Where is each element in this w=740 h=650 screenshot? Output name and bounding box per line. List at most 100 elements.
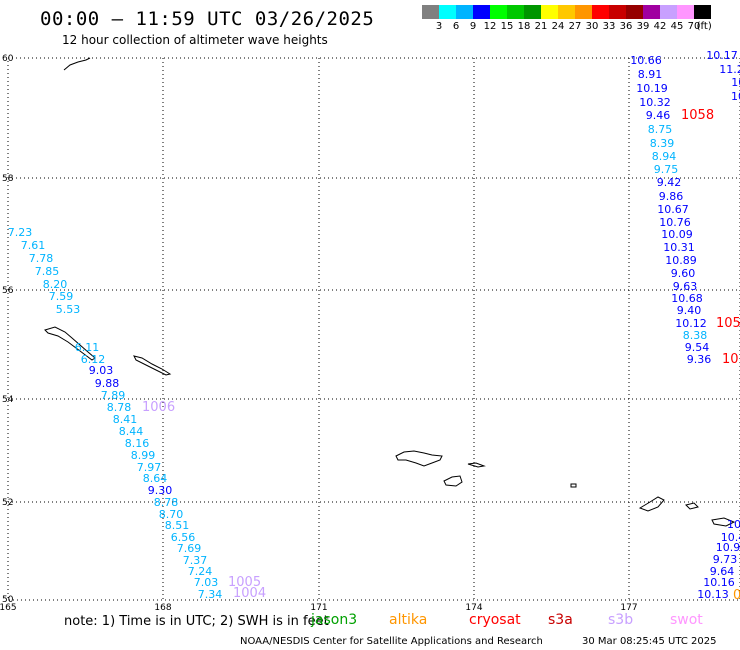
legend-label: 33 xyxy=(602,21,616,32)
legend-swatch xyxy=(694,5,711,19)
wave-height-value: 10.12 xyxy=(675,317,707,330)
aleutian-rat-islands xyxy=(638,496,665,512)
map-frame xyxy=(7,57,740,601)
wave-height-value: 7.89 xyxy=(101,389,126,402)
commander-island-bering xyxy=(44,326,96,361)
legend-label: 9 xyxy=(469,21,477,32)
legend-swatches xyxy=(422,5,711,19)
legend-label: 12 xyxy=(483,21,497,32)
wave-height-value: 9.60 xyxy=(671,267,696,280)
wave-height-value: 10.17 xyxy=(706,49,738,62)
lon-label: 168 xyxy=(154,603,171,613)
wave-height-value: 10.66 xyxy=(630,54,662,67)
wave-height-value: 10 xyxy=(731,90,740,103)
wave-height-value: 8.91 xyxy=(638,68,663,81)
legend-label: 3 xyxy=(435,21,443,32)
legend-label: 21 xyxy=(534,21,548,32)
legend-label: 42 xyxy=(653,21,667,32)
pressure-label: 1004 xyxy=(233,586,266,601)
pressure-label: 0 xyxy=(733,588,740,603)
legend-label: 27 xyxy=(568,21,582,32)
wave-height-value: 11.24 xyxy=(719,63,740,76)
wave-height-value: 9.88 xyxy=(95,377,120,390)
wave-height-value: 8.39 xyxy=(650,137,675,150)
wave-height-value: 8.38 xyxy=(683,329,708,342)
wave-height-value: 10.9 xyxy=(716,541,740,554)
pressure-label: 1006 xyxy=(142,400,175,415)
legend-labels: 3 6 9 12 15 18 21 24 27 30 33 36 39 42 45 70 (ft) xyxy=(422,19,712,33)
coastlines xyxy=(44,57,736,527)
lon-label: 177 xyxy=(620,603,637,613)
legend-label: 30 xyxy=(585,21,599,32)
lat-label: 58 xyxy=(2,174,14,184)
wave-height-value: 9.64 xyxy=(710,565,735,578)
wave-height-value: 7.97 xyxy=(137,461,162,474)
page-subtitle: 12 hour collection of altimeter wave hei… xyxy=(62,33,328,47)
wave-height-value: 6.12 xyxy=(81,353,106,366)
wave-height-value: 7.61 xyxy=(21,239,46,252)
wave-height-value: 7.85 xyxy=(35,265,60,278)
wave-height-value: 10.31 xyxy=(663,241,695,254)
legend-swatch xyxy=(609,5,626,19)
aleutian-andreanof xyxy=(711,517,736,527)
legend-label: 18 xyxy=(517,21,531,32)
legend-swatch xyxy=(626,5,643,19)
legend-swatch xyxy=(524,5,541,19)
wave-height-value: 9.30 xyxy=(148,484,173,497)
wave-height-value: 9.54 xyxy=(685,341,710,354)
satellite-altika: altika xyxy=(389,612,428,628)
legend-swatch xyxy=(677,5,694,19)
wave-height-value: 7.78 xyxy=(29,252,54,265)
legend-swatch xyxy=(490,5,507,19)
lat-label: 56 xyxy=(2,286,14,296)
wave-height-value: 10.13 xyxy=(697,588,729,601)
wave-height-value: 5.53 xyxy=(56,303,81,316)
wave-height-value: 7.23 xyxy=(8,226,33,239)
pressure-label: 105 xyxy=(716,316,740,331)
footer-note: note: 1) Time is in UTC; 2) SWH is in fe… xyxy=(64,614,329,629)
lat-axis-labels: 60 58 56 54 52 50 xyxy=(2,54,14,605)
aleutian-rat-islands-2 xyxy=(685,502,699,510)
wave-height-value: 10.68 xyxy=(671,292,703,305)
lat-label: 52 xyxy=(2,498,13,508)
aleutian-buldir xyxy=(570,483,577,488)
wave-height-value: 9.36 xyxy=(687,353,712,366)
legend-swatch xyxy=(422,5,439,19)
legend-label: 70 xyxy=(687,21,701,32)
wave-height-value: 9.86 xyxy=(659,190,684,203)
wave-height-value: 9.03 xyxy=(89,364,114,377)
wave-height-value: 7.37 xyxy=(183,554,208,567)
legend-swatch xyxy=(575,5,592,19)
legend-label: 45 xyxy=(670,21,684,32)
wave-height-value: 8.51 xyxy=(165,519,190,532)
lon-label: 174 xyxy=(465,603,482,613)
wave-height-value: 7.03 xyxy=(194,576,219,589)
wave-height-value: 7.24 xyxy=(188,565,213,578)
wave-height-value: 7.59 xyxy=(49,290,74,303)
wave-height-value: 10.76 xyxy=(659,216,691,229)
wave-height-value: 10. xyxy=(731,76,740,89)
legend-label: 15 xyxy=(500,21,514,32)
aleutian-agattu xyxy=(443,475,463,487)
satellite-swot: swot xyxy=(670,612,703,628)
legend-label: (ft) xyxy=(696,21,712,32)
pressure-label: 1005 xyxy=(228,575,261,590)
wave-height-value: 10 xyxy=(727,518,740,531)
satellite-s3a: s3a xyxy=(548,612,573,628)
legend-label: 39 xyxy=(636,21,650,32)
map-grid xyxy=(7,57,740,601)
aleutian-attu xyxy=(395,450,443,467)
legend-swatch xyxy=(439,5,456,19)
altimeter-tracks: 7.237.617.787.858.207.595.53 6.116.129.03… xyxy=(8,49,740,601)
wave-height-value: 7.34 xyxy=(198,588,223,601)
legend-label: 36 xyxy=(619,21,633,32)
lat-label: 60 xyxy=(2,54,14,64)
wave-height-value: 9.73 xyxy=(713,553,738,566)
wave-height-value: 8.99 xyxy=(131,449,156,462)
wave-height-value: 10.19 xyxy=(636,82,668,95)
wave-height-value: 9.42 xyxy=(657,176,682,189)
commander-island-medny xyxy=(133,355,172,376)
wave-height-value: 8.70 xyxy=(159,508,184,521)
lon-label: 165 xyxy=(0,603,17,613)
